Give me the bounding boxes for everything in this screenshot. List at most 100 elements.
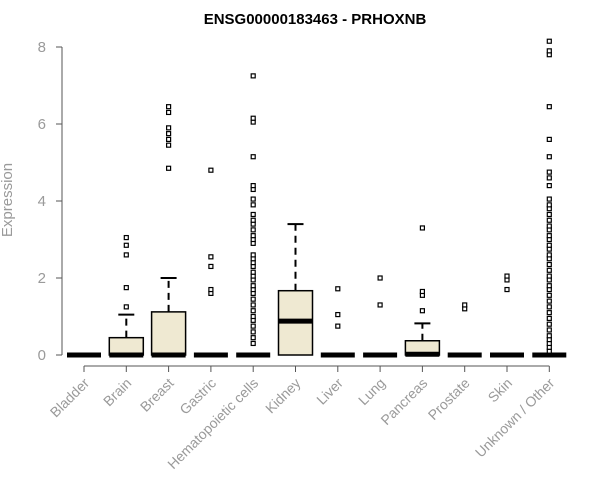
outlier-point bbox=[250, 269, 256, 275]
y-tick-label: 8 bbox=[38, 39, 46, 56]
box-group bbox=[490, 273, 524, 358]
outlier-point bbox=[166, 131, 172, 137]
outlier-point bbox=[166, 142, 172, 148]
box-group bbox=[404, 225, 441, 357]
outlier-point bbox=[250, 227, 256, 233]
outlier-point bbox=[546, 183, 552, 189]
x-tick-label: Skin bbox=[485, 375, 516, 406]
outlier-point bbox=[166, 104, 172, 110]
outlier-point bbox=[250, 154, 256, 160]
x-tick-label: Breast bbox=[137, 375, 177, 415]
outlier-point bbox=[546, 321, 552, 327]
outlier-point bbox=[546, 196, 552, 202]
outlier-point bbox=[250, 329, 256, 335]
outlier-point bbox=[250, 183, 256, 189]
outlier-point bbox=[335, 311, 341, 318]
outlier-point bbox=[546, 273, 552, 279]
outlier-point bbox=[546, 315, 552, 322]
outlier-point bbox=[546, 304, 552, 310]
outlier-point bbox=[250, 313, 256, 320]
outlier-point bbox=[462, 302, 468, 308]
y-tick-label: 6 bbox=[38, 116, 46, 133]
outlier-point bbox=[250, 308, 256, 314]
outlier-point bbox=[546, 223, 552, 229]
x-tick-label: Kidney bbox=[262, 375, 304, 417]
x-tick-label: Pancreas bbox=[377, 375, 430, 428]
boxes bbox=[67, 38, 567, 358]
outlier-point bbox=[335, 286, 341, 292]
box-group bbox=[150, 104, 187, 358]
outlier-point bbox=[208, 254, 214, 260]
outlier-point bbox=[546, 48, 552, 54]
outlier-point bbox=[250, 73, 256, 79]
outlier-point bbox=[546, 327, 552, 333]
outlier-point bbox=[123, 234, 129, 241]
outlier-point bbox=[250, 115, 256, 121]
outlier-point bbox=[546, 310, 552, 316]
outlier-point bbox=[419, 308, 425, 314]
outlier-point bbox=[250, 302, 256, 308]
outlier-point bbox=[546, 169, 552, 175]
outlier-point bbox=[546, 267, 552, 273]
outlier-point bbox=[419, 225, 425, 231]
outlier-point bbox=[546, 283, 552, 289]
outlier-point bbox=[546, 261, 552, 268]
y-tick-label: 0 bbox=[38, 347, 46, 364]
y-axis-label: Expression bbox=[0, 163, 16, 237]
x-tick-label: Lung bbox=[355, 375, 388, 408]
box-group bbox=[193, 167, 228, 358]
iqr-box bbox=[108, 336, 145, 356]
outlier-point bbox=[250, 252, 256, 258]
iqr-box bbox=[150, 311, 187, 356]
outlier-point bbox=[250, 283, 256, 289]
x-tick-label: Prostate bbox=[425, 375, 473, 423]
box-group bbox=[277, 223, 314, 356]
outlier-point bbox=[250, 233, 256, 239]
outlier-point bbox=[250, 340, 256, 347]
y-tick-label: 4 bbox=[38, 193, 46, 210]
outlier-point bbox=[546, 202, 552, 208]
y-tick-label: 2 bbox=[38, 270, 46, 287]
outlier-point bbox=[166, 165, 172, 171]
outlier-point bbox=[419, 288, 425, 295]
outlier-point bbox=[335, 323, 341, 329]
outlier-point bbox=[546, 242, 552, 248]
outlier-point bbox=[166, 125, 172, 131]
outlier-point bbox=[504, 286, 510, 293]
outlier-point bbox=[377, 275, 383, 281]
outlier-point bbox=[250, 323, 256, 329]
outlier-point bbox=[546, 252, 552, 258]
outlier-point bbox=[208, 263, 214, 270]
outlier-point bbox=[504, 273, 510, 279]
outlier-point bbox=[208, 286, 214, 293]
outlier-point bbox=[250, 196, 256, 202]
outlier-point bbox=[123, 285, 129, 291]
outlier-point bbox=[123, 242, 129, 248]
outlier-point bbox=[250, 217, 256, 223]
outlier-point bbox=[546, 211, 552, 218]
outlier-point bbox=[546, 233, 552, 239]
box-group bbox=[532, 38, 567, 358]
outlier-point bbox=[546, 38, 552, 44]
outlier-point bbox=[546, 175, 552, 181]
x-tick-label: Bladder bbox=[47, 375, 93, 421]
outlier-point bbox=[546, 136, 552, 142]
outlier-point bbox=[250, 202, 256, 208]
outlier-point bbox=[250, 211, 256, 218]
chart-title: ENSG00000183463 - PRHOXNB bbox=[204, 11, 427, 28]
outlier-point bbox=[546, 333, 552, 339]
outlier-point bbox=[546, 292, 552, 298]
box-group bbox=[447, 302, 482, 358]
x-tick-label: Liver bbox=[313, 375, 346, 408]
outlier-point bbox=[546, 298, 552, 304]
box-group bbox=[108, 234, 145, 358]
outlier-point bbox=[546, 104, 552, 110]
box-group bbox=[363, 275, 398, 358]
x-tick-label: Brain bbox=[100, 375, 134, 409]
outlier-point bbox=[250, 296, 256, 302]
box-group bbox=[236, 73, 271, 358]
outlier-point bbox=[546, 154, 552, 160]
outlier-point bbox=[166, 136, 172, 142]
